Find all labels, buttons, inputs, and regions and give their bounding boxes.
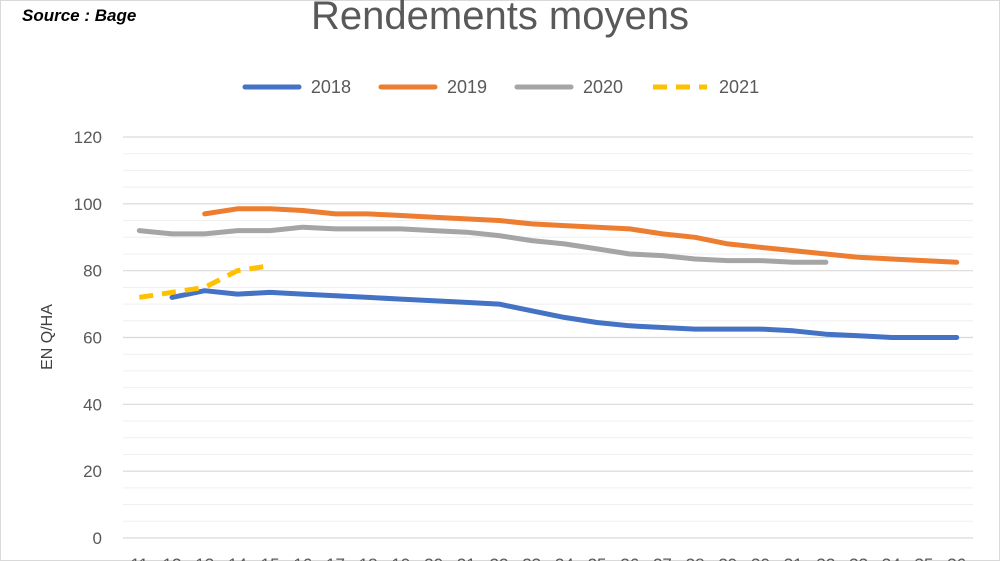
chart-title: Rendements moyens <box>311 0 689 38</box>
x-tick-label: 13 <box>195 555 214 561</box>
legend-label: 2018 <box>310 76 351 97</box>
legend-swatch <box>242 84 302 90</box>
x-tick-label: 14 <box>228 555 247 561</box>
legend-item-2021: 2021 <box>649 74 759 100</box>
x-tick-label: 35 <box>915 555 934 561</box>
y-tick-label: 0 <box>93 529 102 548</box>
x-tick-label: 36 <box>947 555 966 561</box>
x-tick-label: 15 <box>261 555 280 561</box>
legend: 2018 2019 2020 2021 <box>0 74 1000 100</box>
x-tick-label: 31 <box>784 555 803 561</box>
x-tick-label: 26 <box>620 555 639 561</box>
legend-label: 2021 <box>719 76 760 97</box>
legend-swatch <box>653 84 708 90</box>
y-tick-label: 100 <box>74 195 102 214</box>
x-tick-label: 18 <box>359 555 378 561</box>
x-tick-label: 24 <box>555 555 574 561</box>
x-tick-label: 16 <box>293 555 312 561</box>
series-line-2019 <box>202 206 960 265</box>
legend-item-2020: 2020 <box>513 74 623 100</box>
x-axis-ticks: 11 12 13 14 15 16 17 18 19 20 21 22 23 24 25 26 27 28 29 30… <box>131 555 967 561</box>
x-tick-label: 28 <box>686 555 705 561</box>
y-tick-label: 20 <box>83 462 102 481</box>
y-tick-label: 80 <box>83 262 102 281</box>
x-tick-label: 19 <box>391 555 410 561</box>
y-tick-label: 40 <box>83 395 102 414</box>
y-tick-label: 120 <box>74 128 102 147</box>
x-tick-label: 11 <box>131 555 149 561</box>
x-tick-label: 30 <box>751 555 770 561</box>
x-tick-label: 33 <box>849 555 868 561</box>
x-tick-label: 22 <box>490 555 509 561</box>
series-line-2020 <box>136 224 829 265</box>
x-tick-label: 32 <box>816 555 835 561</box>
legend-item-2018: 2018 <box>241 74 351 100</box>
legend-label: 2019 <box>446 76 487 97</box>
source-note: Source : Bage <box>22 6 137 25</box>
y-axis-title: EN Q/HA <box>39 304 56 370</box>
y-axis-ticks: 0 20 40 60 80 100 120 <box>74 128 102 548</box>
series-lines <box>136 206 960 340</box>
legend-label: 2020 <box>583 76 624 97</box>
x-tick-label: 27 <box>653 555 672 561</box>
x-tick-label: 25 <box>588 555 607 561</box>
legend-swatch <box>378 84 438 90</box>
x-tick-label: 23 <box>522 555 541 561</box>
x-tick-label: 12 <box>163 555 182 561</box>
x-tick-label: 34 <box>882 555 901 561</box>
series-line-2018 <box>169 288 960 340</box>
x-tick-label: 20 <box>424 555 443 561</box>
x-tick-label: 17 <box>326 555 345 561</box>
legend-item-2019: 2019 <box>377 74 487 100</box>
x-tick-label: 29 <box>718 555 737 561</box>
gridlines <box>123 136 973 539</box>
y-tick-label: 60 <box>83 329 102 348</box>
legend-swatch <box>514 84 574 90</box>
x-tick-label: 21 <box>457 555 476 561</box>
